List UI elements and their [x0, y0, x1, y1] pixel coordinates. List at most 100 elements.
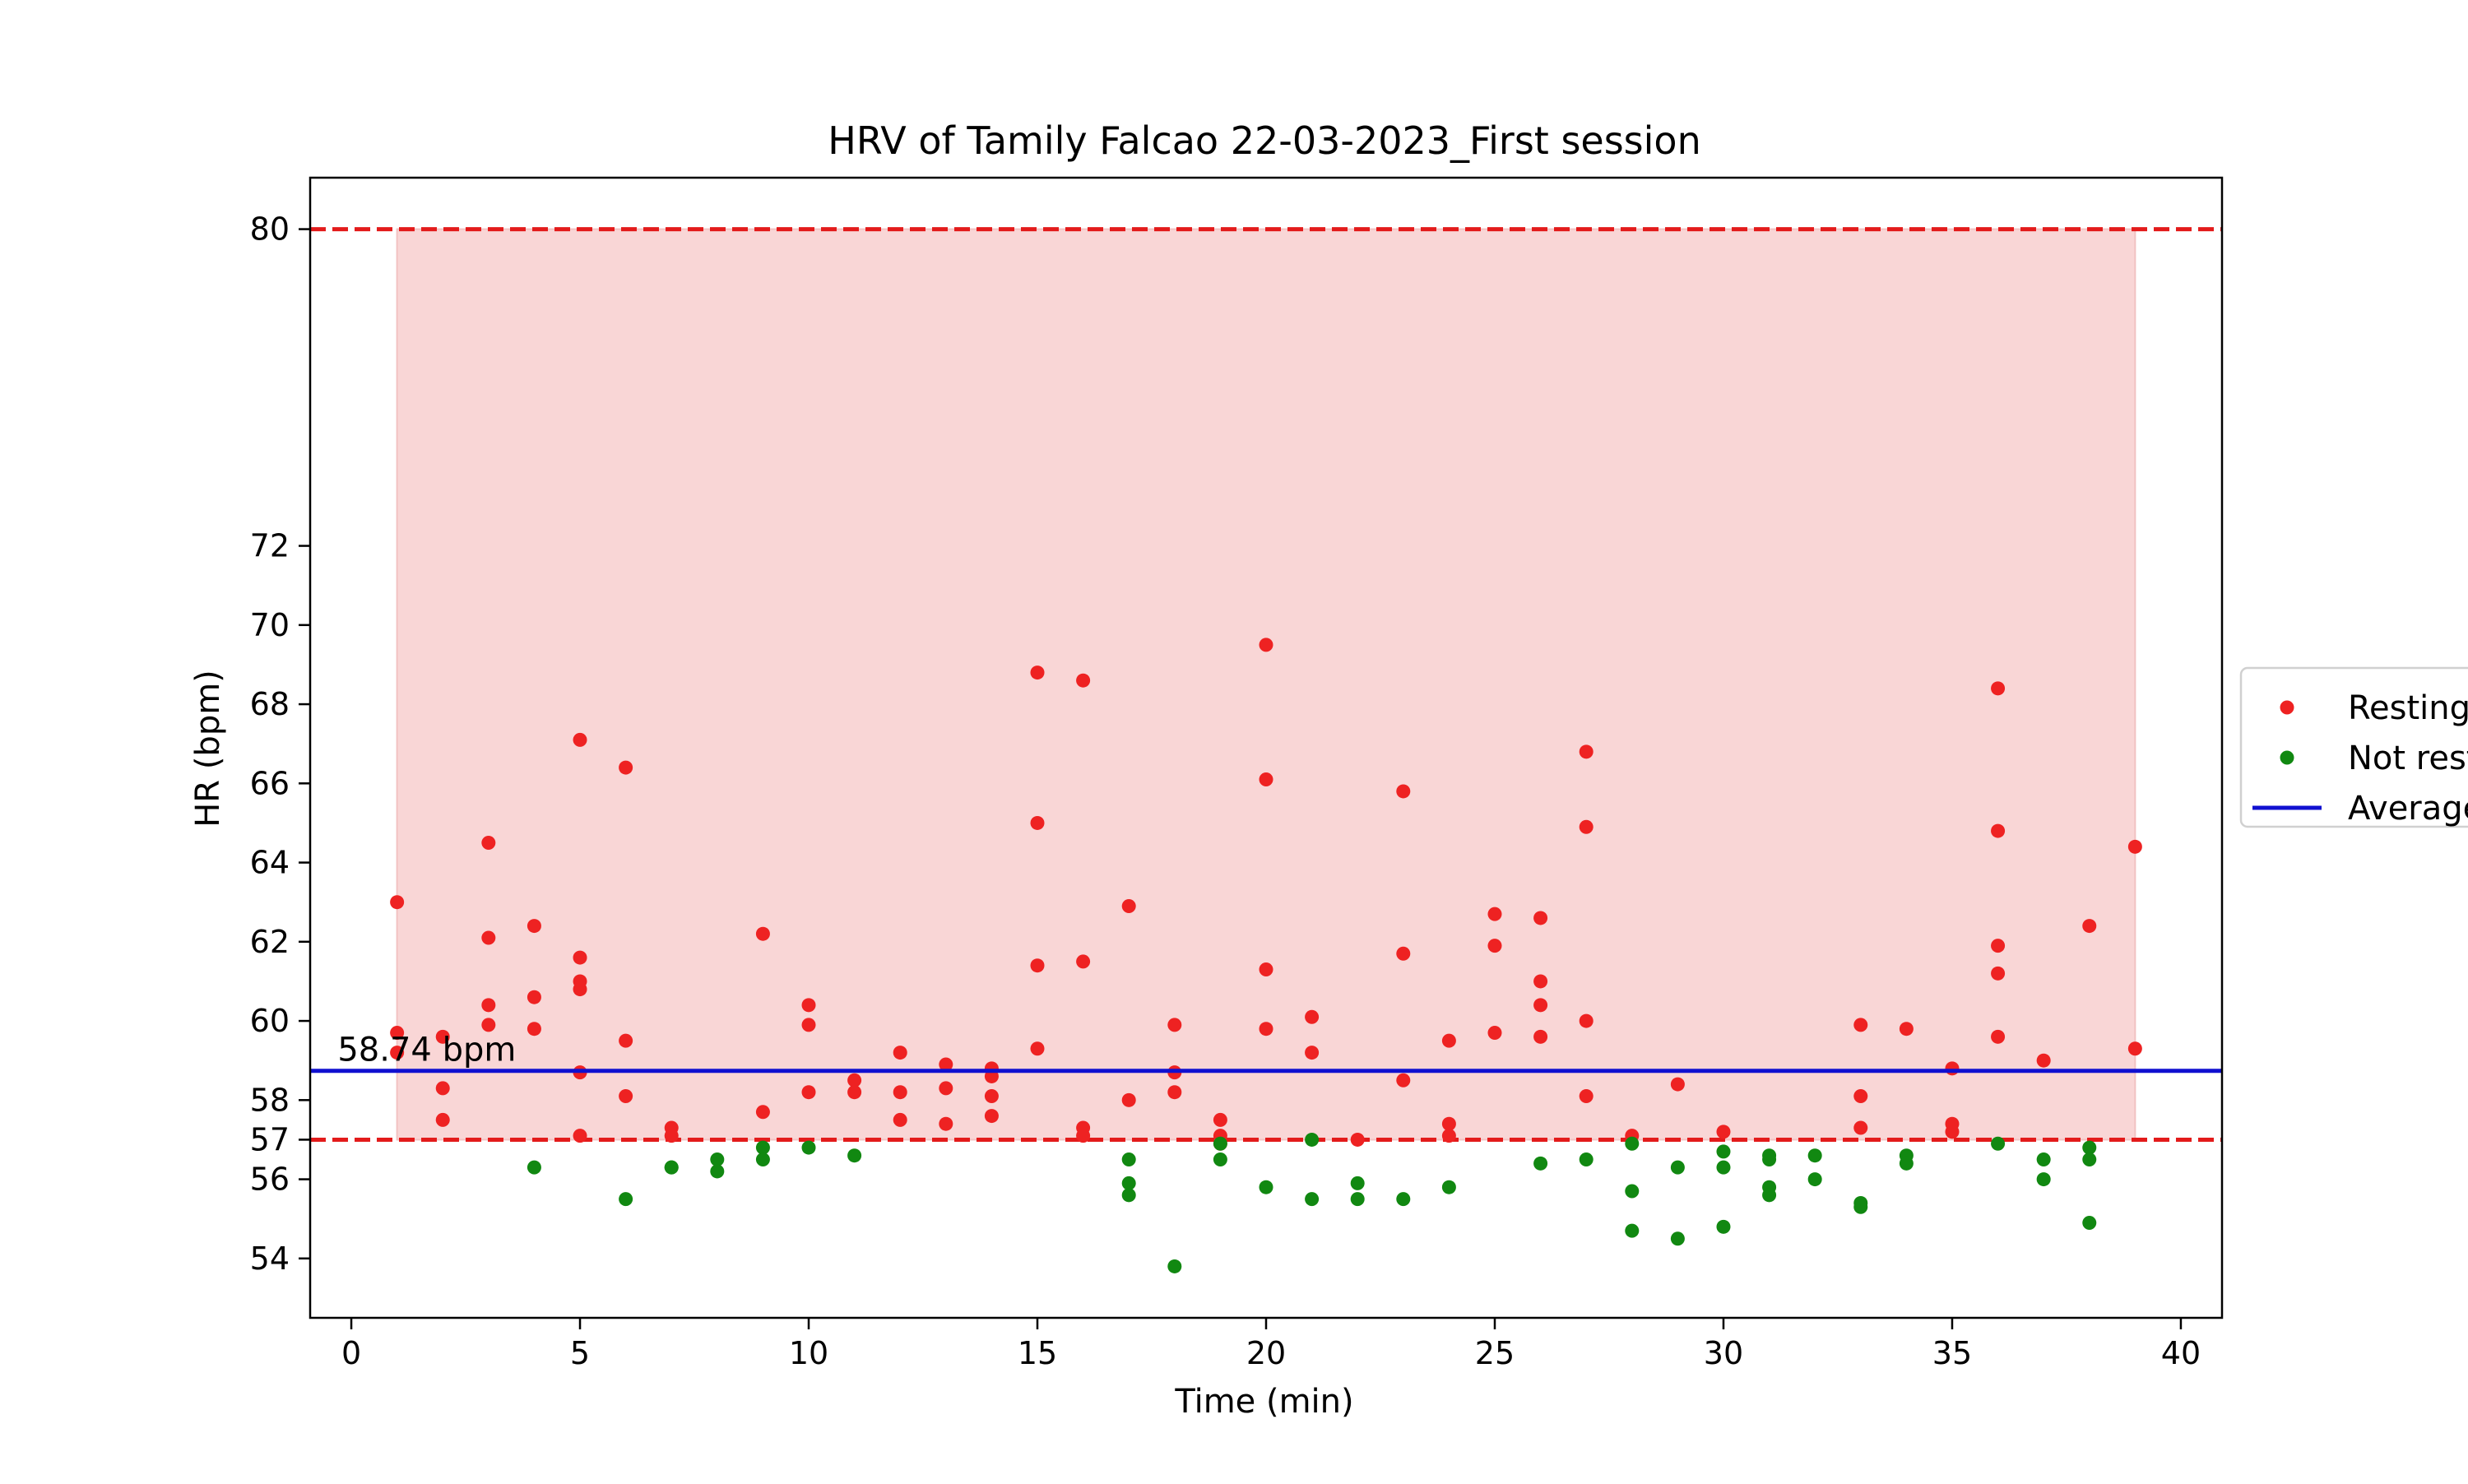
resting-point	[1579, 744, 1594, 759]
resting-point	[1853, 1018, 1868, 1032]
resting-point	[893, 1112, 907, 1127]
y-tick-label: 66	[250, 765, 290, 801]
resting-point	[1441, 1116, 1456, 1131]
resting-point	[573, 950, 587, 965]
resting-point	[1030, 665, 1045, 680]
y-tick-label: 68	[250, 686, 290, 722]
resting-point	[939, 1057, 953, 1072]
y-tick-label: 70	[250, 607, 290, 643]
legend-marker-resting	[2280, 700, 2294, 715]
resting-point	[2127, 1041, 2142, 1056]
resting-point	[1533, 974, 1548, 989]
y-tick-label: 57	[250, 1121, 290, 1157]
resting-point	[801, 998, 816, 1013]
not-resting-point	[755, 1152, 770, 1166]
resting-point	[1991, 966, 2006, 981]
legend: Resting Not resting Average	[2239, 666, 2468, 828]
resting-point	[1259, 772, 1273, 786]
resting-point	[1670, 1077, 1685, 1092]
not-resting-point	[1121, 1176, 1136, 1190]
not-resting-point	[1305, 1192, 1320, 1207]
not-resting-point	[2082, 1140, 2097, 1155]
resting-point	[1259, 962, 1273, 976]
resting-point	[1030, 958, 1045, 973]
y-tick-label: 72	[250, 528, 290, 564]
resting-point	[390, 1046, 405, 1060]
average-value-label: 58.74 bpm	[337, 1032, 516, 1069]
resting-point	[1121, 1092, 1136, 1107]
not-resting-point	[1670, 1231, 1685, 1246]
resting-point	[1305, 1009, 1320, 1024]
not-resting-point	[1991, 1136, 2006, 1151]
resting-point	[847, 1073, 862, 1087]
x-tick-label: 10	[789, 1335, 828, 1371]
resting-point	[1487, 907, 1502, 921]
x-axis-ticks: 0 5 10 15 20 25 30 35 40	[341, 1318, 2201, 1371]
resting-point	[527, 919, 541, 934]
not-resting-point	[1350, 1176, 1365, 1190]
chart-title: HRV of Tamily Falcao 22-03-2023_First se…	[828, 118, 1700, 163]
x-tick-label: 25	[1475, 1335, 1515, 1371]
resting-point	[481, 930, 496, 945]
not-resting-point	[2036, 1172, 2051, 1187]
resting-point	[573, 1129, 587, 1143]
resting-point	[390, 1026, 405, 1040]
not-resting-point	[1579, 1152, 1594, 1166]
not-resting-point	[1167, 1259, 1182, 1273]
resting-point	[527, 990, 541, 1004]
resting-point	[435, 1112, 450, 1127]
y-tick-label: 60	[250, 1003, 290, 1039]
resting-point	[619, 1089, 633, 1103]
not-resting-point	[1259, 1180, 1273, 1194]
resting-point	[984, 1109, 999, 1124]
legend-marker-not-resting	[2280, 750, 2294, 765]
legend-label-resting: Resting	[2348, 689, 2468, 727]
resting-point	[1533, 998, 1548, 1013]
resting-point	[573, 732, 587, 747]
resting-point	[801, 1018, 816, 1032]
resting-point	[1030, 1041, 1045, 1056]
resting-point	[1487, 1026, 1502, 1040]
resting-point	[1716, 1125, 1731, 1139]
resting-point	[1396, 946, 1411, 961]
not-resting-point	[664, 1160, 679, 1175]
resting-point	[1853, 1089, 1868, 1103]
not-resting-point	[1121, 1188, 1136, 1203]
y-tick-label: 54	[250, 1241, 290, 1277]
resting-point	[481, 998, 496, 1013]
resting-point	[481, 1018, 496, 1032]
not-resting-point	[1121, 1152, 1136, 1166]
resting-point	[664, 1129, 679, 1143]
resting-point	[435, 1081, 450, 1096]
resting-point	[481, 836, 496, 850]
y-tick-label: 80	[250, 211, 290, 248]
not-resting-point	[1762, 1188, 1777, 1203]
resting-point	[755, 926, 770, 941]
resting-point	[1991, 939, 2006, 953]
not-resting-point	[1807, 1172, 1822, 1187]
resting-point	[1441, 1033, 1456, 1048]
not-resting-point	[1350, 1192, 1365, 1207]
resting-point	[390, 895, 405, 910]
resting-point	[1945, 1125, 1960, 1139]
not-resting-point	[1716, 1160, 1731, 1175]
resting-point	[1167, 1018, 1182, 1032]
resting-point	[1396, 1073, 1411, 1087]
y-tick-label: 58	[250, 1082, 290, 1118]
not-resting-point	[2082, 1152, 2097, 1166]
resting-point	[1945, 1061, 1960, 1076]
resting-point	[2127, 839, 2142, 854]
not-resting-point	[1670, 1160, 1685, 1175]
x-tick-label: 20	[1246, 1335, 1286, 1371]
plot-area: 58.74 bpm	[308, 176, 2224, 1319]
not-resting-point	[755, 1140, 770, 1155]
not-resting-point	[1853, 1199, 1868, 1214]
resting-point	[1305, 1046, 1320, 1060]
not-resting-point	[710, 1152, 725, 1166]
x-axis-label: Time (min)	[1174, 1383, 1353, 1421]
x-tick-label: 35	[1932, 1335, 1972, 1371]
y-tick-label: 62	[250, 924, 290, 960]
